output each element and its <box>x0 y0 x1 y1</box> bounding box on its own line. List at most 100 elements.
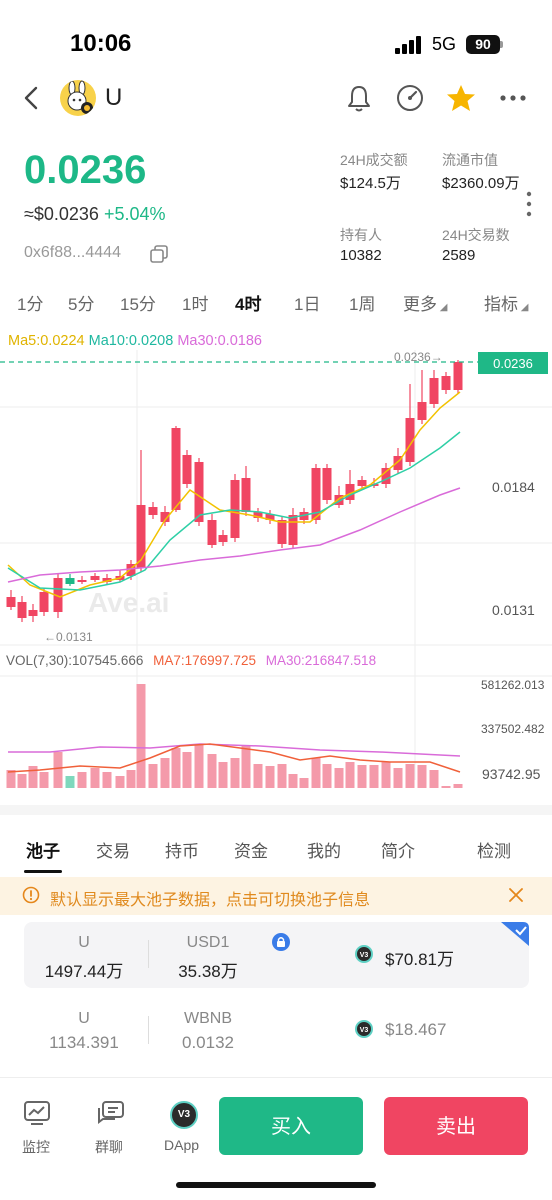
volume-bar <box>311 758 321 788</box>
notice-text: 默认显示最大池子数据，点击可切换池子信息 <box>50 892 371 909</box>
candle <box>241 478 251 512</box>
tab-pools[interactable]: 池子 <box>26 842 60 861</box>
pool-amount-a: 1497.44万 <box>44 962 124 981</box>
volume-bar <box>322 764 332 788</box>
volume-bar <box>39 772 49 788</box>
indicator-button[interactable]: 指标 ◢ <box>484 290 528 315</box>
pool-row-selected[interactable] <box>24 922 529 988</box>
nav-chat-label[interactable]: 群聊 <box>95 1139 123 1155</box>
volume-bar <box>369 765 379 788</box>
volume-bar <box>171 748 181 788</box>
dapp-icon[interactable]: V3 <box>170 1101 198 1129</box>
indicator-label: 指标 <box>484 295 518 314</box>
candle <box>393 456 403 470</box>
candle <box>288 515 298 545</box>
pool-value: $18.467 <box>385 1020 447 1039</box>
candle <box>65 578 75 584</box>
v3-badge-icon: V3 <box>355 945 373 963</box>
nav-dapp-label[interactable]: DApp <box>164 1137 200 1153</box>
candle <box>39 592 49 612</box>
ma5-line <box>7 391 461 598</box>
close-icon[interactable] <box>508 887 524 903</box>
tab-trades[interactable]: 交易 <box>96 842 130 861</box>
star-icon[interactable] <box>445 82 477 114</box>
candle <box>53 578 63 612</box>
volume-bar <box>77 772 87 788</box>
timeframe-1d[interactable]: 1日 <box>294 295 321 314</box>
tab-check[interactable]: 检测 <box>477 842 511 861</box>
tab-mine[interactable]: 我的 <box>307 842 341 861</box>
timeframe-1m[interactable]: 1分 <box>17 295 44 314</box>
vertical-more-icon[interactable] <box>526 190 532 218</box>
candle <box>299 512 309 520</box>
current-price-tag-text: 0.0236 <box>493 356 533 371</box>
timeframe-4h[interactable]: 4时 <box>235 295 262 314</box>
candle <box>357 480 367 486</box>
pool-notice[interactable] <box>0 877 552 915</box>
stat-label-mcap: 流通市值 <box>442 152 498 168</box>
candle <box>90 576 100 580</box>
volume-bar <box>90 768 100 788</box>
chat-icon[interactable] <box>95 1100 125 1126</box>
bell-icon[interactable] <box>343 82 375 114</box>
usd-price: ≈$0.0236 +5.04% <box>24 204 166 225</box>
volume-bar <box>115 776 125 788</box>
candle <box>218 535 228 542</box>
timeframe-5m[interactable]: 5分 <box>68 295 95 314</box>
high-marker: 0.0236→ <box>394 350 443 364</box>
sell-button[interactable]: 卖出 <box>384 1097 528 1155</box>
candle <box>334 495 344 505</box>
volume-bar <box>28 766 38 788</box>
network-label: 5G <box>432 34 457 54</box>
pool-token-a: U <box>78 934 90 951</box>
battery-cap <box>500 41 503 48</box>
volume-bar <box>357 765 367 788</box>
tab-funds[interactable]: 资金 <box>234 842 268 861</box>
tab-holders[interactable]: 持币 <box>165 842 199 861</box>
volume-axis-label: 93742.95 <box>482 766 541 782</box>
copy-icon[interactable] <box>150 245 168 263</box>
caret-icon: ◢ <box>437 302 448 313</box>
candle <box>253 512 263 518</box>
tab-intro[interactable]: 简介 <box>381 842 415 861</box>
price-axis-label: 0.0184 <box>492 479 535 495</box>
price-axis-label: 0.0131 <box>492 602 535 618</box>
signal-icon <box>395 36 425 54</box>
volume-bar <box>207 754 217 788</box>
timeframe-1w[interactable]: 1周 <box>349 295 376 314</box>
speedometer-icon[interactable] <box>394 82 426 114</box>
price-chart[interactable]: Ave.ai 0.0236 0.0236→ ←0.0131 0.0184 0.0131 58… <box>0 350 552 790</box>
pool-divider <box>148 1016 149 1044</box>
more-icon[interactable] <box>497 82 529 114</box>
volume-bar <box>453 784 463 788</box>
contract-address: 0x6f88...4444 <box>24 244 121 261</box>
active-tab-indicator <box>24 870 62 873</box>
volume-bar <box>194 745 204 788</box>
volume-bar <box>136 684 146 788</box>
volume-bar <box>277 764 287 788</box>
status-bar: 10:06 5G 90 <box>0 0 552 70</box>
volume-bar <box>17 774 27 788</box>
back-icon[interactable] <box>20 84 44 112</box>
timeframe-1h[interactable]: 1时 <box>182 295 209 314</box>
timeframe-15m[interactable]: 15分 <box>120 295 156 314</box>
volume-bar <box>182 752 192 788</box>
timeframe-more-label: 更多 <box>403 295 437 314</box>
buy-button[interactable]: 买入 <box>219 1097 363 1155</box>
candle <box>311 468 321 520</box>
candle <box>28 610 38 616</box>
candle <box>160 512 170 522</box>
candle <box>405 418 415 462</box>
bottom-separator <box>0 1077 552 1078</box>
vol-ma30-label: MA30:216847.518 <box>265 653 377 668</box>
pool-token-a: U <box>78 1010 90 1027</box>
ma5-label: Ma5:0.0224 <box>8 333 85 349</box>
ma10-line <box>7 431 461 591</box>
candle <box>17 602 27 618</box>
timeframe-more[interactable]: 更多 ◢ <box>403 290 447 315</box>
candle <box>417 402 427 420</box>
monitor-icon[interactable] <box>23 1100 51 1126</box>
vol-ma7-line <box>7 743 461 773</box>
nav-monitor-label[interactable]: 监控 <box>22 1139 50 1155</box>
pool-amount-b: 35.38万 <box>178 962 238 981</box>
